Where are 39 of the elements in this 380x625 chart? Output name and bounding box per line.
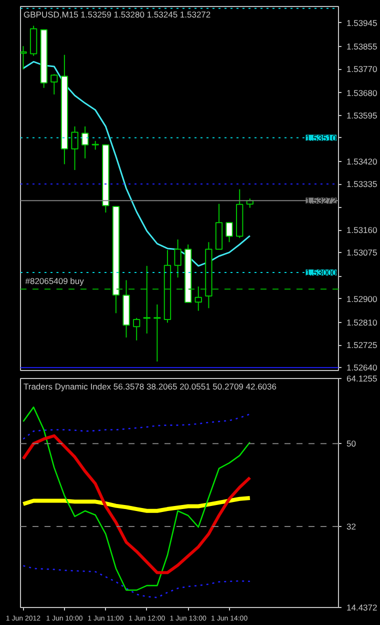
candlestick: [194, 286, 202, 312]
y-tick-label: 1.52900: [346, 294, 378, 304]
ref-line-label: 1.53510: [306, 132, 337, 143]
y-tick-label: 1.53335: [346, 179, 378, 190]
candlestick: [50, 74, 58, 95]
candlestick: [226, 222, 233, 243]
y-tick-label: 1.53680: [346, 88, 378, 98]
candlestick: [71, 126, 78, 171]
y-tick-label: 1.53855: [346, 42, 378, 52]
annotation: #82065409 buy: [25, 276, 85, 286]
y-tick-label: 64.1255: [346, 374, 378, 384]
y-tick-label: 50: [346, 438, 356, 449]
chart-title: GBPUSD,M15 1.53259 1.53280 1.53245 1.53272: [24, 10, 211, 20]
candlestick: [20, 46, 27, 70]
y-tick-label: 1.52640: [346, 362, 378, 373]
candlestick: [174, 238, 182, 278]
chart-title: Traders Dynamic Index 56.3578 38.2065 20.0551 50.2709 42.6036: [24, 382, 277, 392]
line-series: [22, 406, 251, 591]
ref-line-label: 1.53272: [306, 196, 337, 206]
y-tick-label: 1.53945: [346, 18, 378, 28]
y-tick-label: 1.53075: [346, 248, 378, 258]
line-series: [22, 434, 252, 574]
y-tick-label: 1.53770: [346, 64, 378, 74]
y-tick-label: 1.53420: [346, 156, 378, 167]
y-tick-label: 14.4372: [346, 602, 378, 612]
ref-line-label: 1.53000: [306, 268, 337, 278]
y-tick-label: 1.53160: [346, 225, 378, 236]
y-tick-label: 1.53595: [346, 110, 378, 120]
line-series: [22, 565, 251, 598]
candlestick: [143, 265, 150, 334]
line-series: [22, 60, 251, 267]
y-tick-label: 1.52725: [346, 340, 378, 350]
candlestick: [154, 304, 161, 362]
line-series: [21, 496, 252, 513]
line-series: [22, 413, 251, 440]
y-tick-label: 32: [346, 522, 356, 532]
y-tick-label: 1.52810: [346, 318, 378, 328]
candlestick: [132, 317, 140, 341]
candlestick: [81, 126, 89, 159]
